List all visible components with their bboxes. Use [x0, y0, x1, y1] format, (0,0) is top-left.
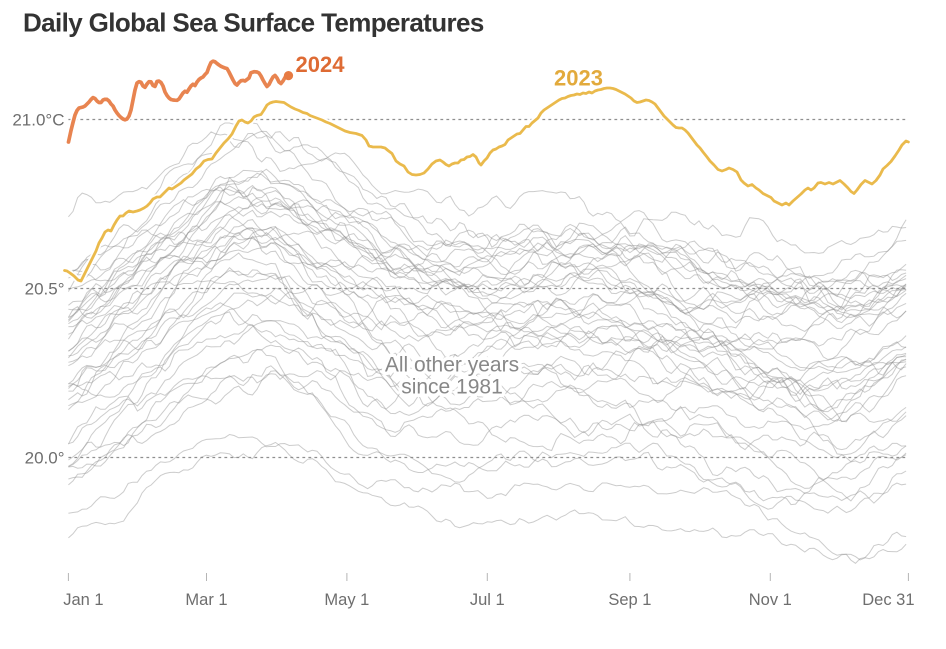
svg-text:Jan 1: Jan 1 — [63, 591, 103, 609]
svg-text:Nov 1: Nov 1 — [749, 591, 792, 609]
svg-text:since 1981: since 1981 — [401, 376, 503, 399]
svg-text:20.0°: 20.0° — [25, 449, 65, 468]
svg-text:Mar 1: Mar 1 — [185, 591, 227, 609]
svg-text:2023: 2023 — [554, 66, 603, 91]
svg-text:21.0°C: 21.0°C — [12, 111, 64, 130]
svg-text:20.5°: 20.5° — [25, 280, 65, 299]
svg-text:Jul 1: Jul 1 — [470, 591, 505, 609]
svg-text:All other years: All other years — [385, 354, 519, 377]
svg-text:2024: 2024 — [296, 52, 346, 77]
svg-text:Daily Global Sea Surface Tempe: Daily Global Sea Surface Temperatures — [23, 8, 484, 38]
svg-text:May 1: May 1 — [324, 591, 369, 609]
svg-text:Dec 31: Dec 31 — [862, 591, 914, 609]
svg-text:Sep 1: Sep 1 — [608, 591, 651, 609]
